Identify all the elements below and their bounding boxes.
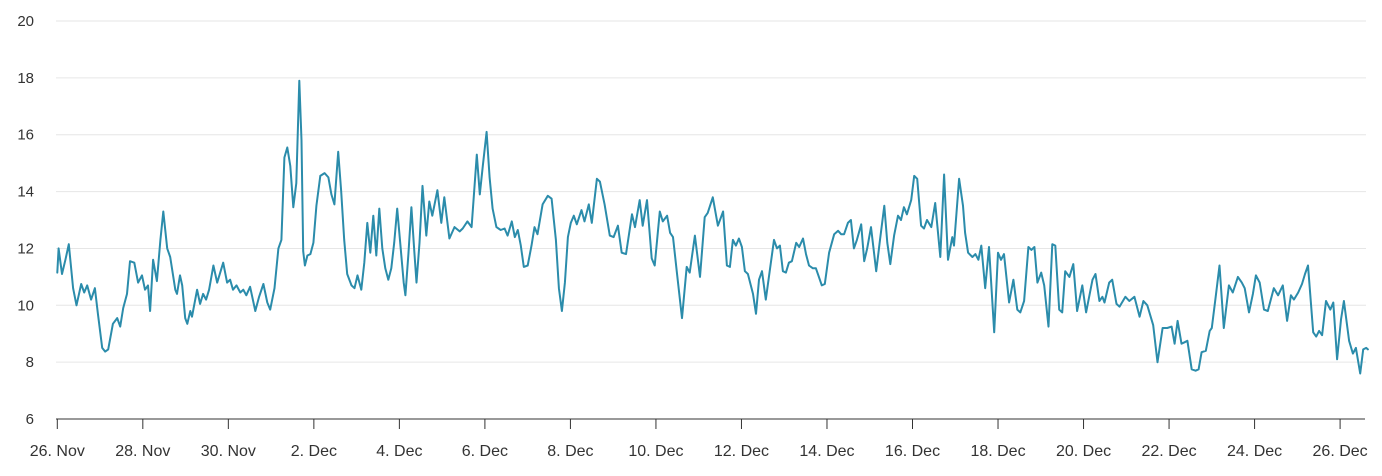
x-axis-label: 26. Dec bbox=[1313, 443, 1368, 460]
x-axis-label: 28. Nov bbox=[115, 443, 170, 460]
y-axis-label: 16 bbox=[17, 127, 34, 144]
y-axis-label: 8 bbox=[26, 354, 34, 371]
y-axis-label: 12 bbox=[17, 240, 34, 257]
y-axis-label: 18 bbox=[17, 70, 34, 87]
y-axis-label: 6 bbox=[26, 411, 34, 428]
x-axis-label: 22. Dec bbox=[1141, 443, 1196, 460]
x-axis-label: 6. Dec bbox=[462, 443, 508, 460]
y-axis-label: 10 bbox=[17, 297, 34, 314]
x-axis-label: 20. Dec bbox=[1056, 443, 1111, 460]
x-axis-label: 10. Dec bbox=[628, 443, 683, 460]
x-axis-label: 12. Dec bbox=[714, 443, 769, 460]
x-axis-label: 4. Dec bbox=[376, 443, 422, 460]
x-axis-label: 30. Nov bbox=[201, 443, 256, 460]
x-axis-label: 2. Dec bbox=[291, 443, 337, 460]
x-axis-label: 16. Dec bbox=[885, 443, 940, 460]
x-axis-label: 26. Nov bbox=[30, 443, 85, 460]
y-axis-label: 20 bbox=[17, 13, 34, 30]
y-axis-label: 14 bbox=[17, 184, 34, 201]
x-axis-label: 8. Dec bbox=[547, 443, 593, 460]
x-axis-label: 14. Dec bbox=[799, 443, 854, 460]
data-series-line[interactable] bbox=[56, 79, 1369, 375]
x-axis-label: 18. Dec bbox=[970, 443, 1025, 460]
x-axis-label: 24. Dec bbox=[1227, 443, 1282, 460]
